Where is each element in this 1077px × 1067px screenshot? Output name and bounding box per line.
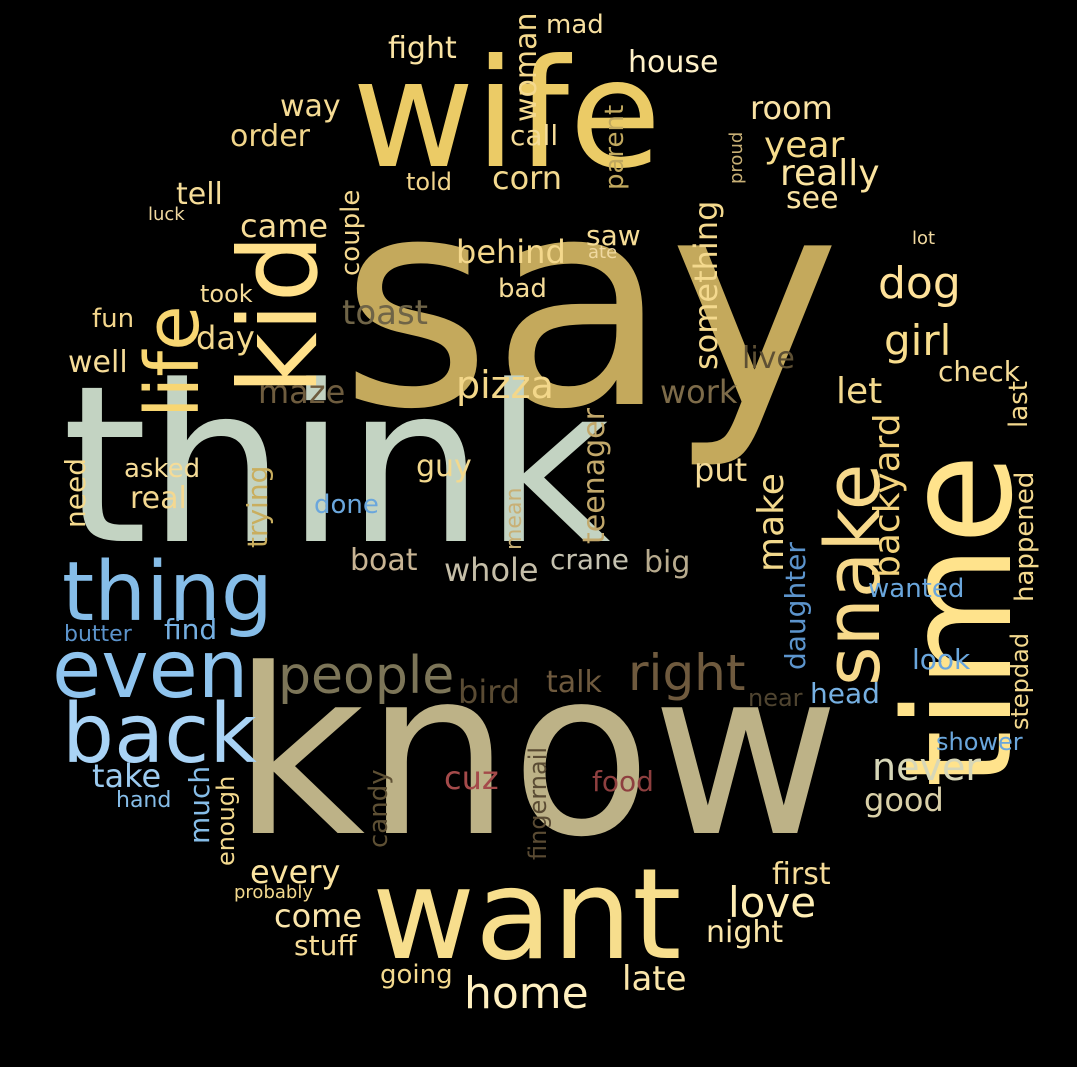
word-really: really bbox=[780, 153, 880, 194]
word-first: first bbox=[772, 857, 831, 892]
word-look: look bbox=[912, 643, 971, 676]
word-probably: probably bbox=[234, 882, 313, 903]
word-mean: mean bbox=[502, 487, 527, 550]
word-know: know bbox=[232, 621, 840, 888]
word-love: love bbox=[728, 878, 817, 927]
word-asked: asked bbox=[124, 454, 201, 484]
word-ate: ate bbox=[588, 242, 618, 263]
word-saw: saw bbox=[586, 219, 641, 252]
word-kid: kid bbox=[217, 233, 342, 395]
word-boat: boat bbox=[350, 543, 418, 578]
word-order: order bbox=[230, 119, 310, 154]
word-see: see bbox=[786, 181, 839, 216]
word-cuz: cuz bbox=[444, 759, 499, 797]
word-need: need bbox=[59, 458, 92, 528]
word-corn: corn bbox=[492, 159, 563, 197]
word-find: find bbox=[164, 613, 218, 646]
word-done: done bbox=[314, 490, 379, 520]
word-call: call bbox=[510, 119, 559, 152]
word-live: live bbox=[742, 341, 795, 376]
word-stuff: stuff bbox=[294, 929, 357, 962]
word-whole: whole bbox=[444, 551, 539, 589]
word-check: check bbox=[938, 355, 1020, 388]
word-toast: toast bbox=[342, 293, 429, 333]
word-fingernail: fingernail bbox=[524, 746, 552, 860]
word-last: last bbox=[1004, 381, 1034, 428]
word-fight: fight bbox=[388, 31, 457, 66]
word-teenager: teenager bbox=[577, 408, 612, 544]
word-work: work bbox=[660, 373, 738, 411]
word-behind: behind bbox=[456, 233, 566, 271]
word-food: food bbox=[592, 765, 654, 798]
word-dog: dog bbox=[878, 258, 961, 309]
word-girl: girl bbox=[884, 316, 952, 365]
word-wife: wife bbox=[352, 28, 662, 202]
word-shower: shower bbox=[936, 728, 1023, 756]
word-think: think bbox=[62, 340, 611, 593]
word-butter: butter bbox=[64, 622, 132, 647]
word-house: house bbox=[628, 45, 719, 80]
word-back: back bbox=[62, 687, 257, 782]
word-proud: proud bbox=[726, 131, 747, 184]
word-bad: bad bbox=[498, 274, 547, 304]
word-night: night bbox=[706, 915, 784, 950]
word-thing: thing bbox=[62, 545, 273, 640]
word-luck: luck bbox=[148, 204, 185, 225]
word-put: put bbox=[694, 451, 748, 489]
word-took: took bbox=[200, 280, 253, 308]
word-going: going bbox=[380, 960, 453, 990]
word-lot: lot bbox=[912, 228, 936, 249]
word-woman: woman bbox=[509, 12, 544, 122]
word-every: every bbox=[250, 853, 341, 891]
word-big: big bbox=[644, 545, 691, 580]
word-year: year bbox=[764, 125, 845, 166]
word-never: never bbox=[872, 745, 981, 789]
word-real: real bbox=[130, 481, 187, 516]
word-much: much bbox=[183, 765, 216, 844]
word-told: told bbox=[406, 168, 452, 196]
word-let: let bbox=[836, 371, 883, 412]
word-happened: happened bbox=[1010, 471, 1040, 602]
word-near: near bbox=[748, 684, 803, 712]
word-daughter: daughter bbox=[779, 542, 812, 670]
word-trying: trying bbox=[241, 465, 274, 548]
word-enough: enough bbox=[212, 775, 240, 866]
word-come: come bbox=[274, 897, 363, 935]
word-head: head bbox=[810, 677, 880, 710]
word-bird: bird bbox=[458, 673, 521, 711]
word-well: well bbox=[68, 345, 128, 380]
word-talk: talk bbox=[546, 665, 602, 700]
word-crane: crane bbox=[550, 543, 630, 576]
word-good: good bbox=[864, 781, 944, 819]
word-want: want bbox=[372, 841, 682, 988]
word-guy: guy bbox=[416, 449, 472, 484]
word-parent: parent bbox=[600, 104, 630, 190]
word-wanted: wanted bbox=[868, 574, 965, 604]
word-late: late bbox=[622, 959, 687, 999]
word-came: came bbox=[240, 207, 329, 245]
word-hand: hand bbox=[116, 788, 172, 813]
word-day: day bbox=[196, 319, 255, 357]
word-room: room bbox=[750, 89, 833, 127]
word-stepdad: stepdad bbox=[1006, 632, 1034, 730]
word-mad: mad bbox=[546, 10, 604, 40]
word-home: home bbox=[464, 968, 589, 1019]
word-candy: candy bbox=[364, 769, 394, 848]
word-backyard: backyard bbox=[867, 413, 908, 578]
word-people: people bbox=[278, 646, 455, 706]
word-take: take bbox=[92, 757, 162, 795]
word-something: something bbox=[687, 200, 725, 370]
word-right: right bbox=[628, 644, 746, 702]
word-pizza: pizza bbox=[456, 363, 554, 407]
word-couple: couple bbox=[336, 189, 366, 276]
word-maze: maze bbox=[258, 373, 346, 411]
word-way: way bbox=[280, 89, 341, 124]
word-even: even bbox=[52, 623, 249, 716]
word-tell: tell bbox=[176, 177, 223, 212]
word-say: say bbox=[340, 136, 841, 473]
word-fun: fun bbox=[92, 304, 135, 334]
